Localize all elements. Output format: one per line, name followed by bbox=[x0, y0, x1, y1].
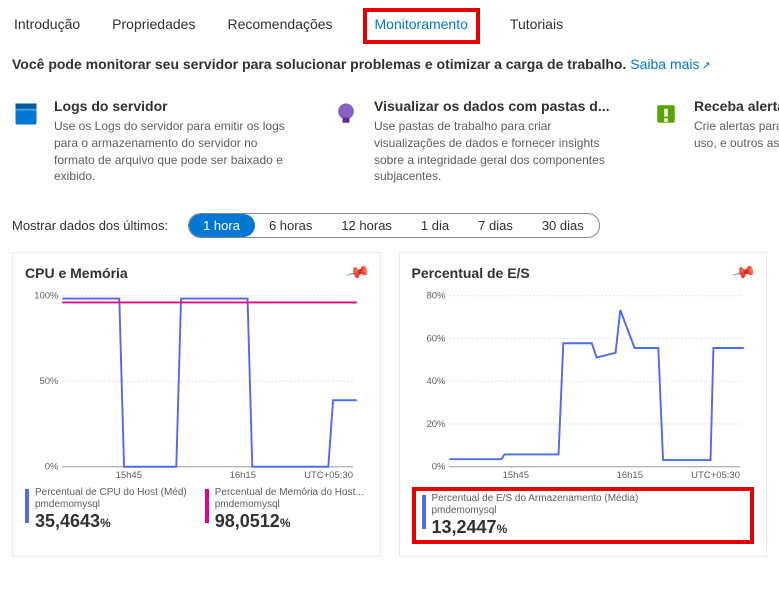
legend-series-value: 35,4643% bbox=[35, 511, 187, 532]
tab-propriedades[interactable]: Propriedades bbox=[110, 10, 197, 42]
tab-recomendacoes[interactable]: Recomendações bbox=[225, 10, 334, 42]
pin-icon[interactable]: 📌 bbox=[344, 260, 371, 287]
chart-title: Percentual de E/S bbox=[412, 265, 530, 281]
legend-color-bar bbox=[422, 495, 426, 529]
info-cards-row: Logs do servidor Use os Logs do servidor… bbox=[0, 84, 779, 203]
legend-item-mem: Percentual de Memória do Host... pmdemom… bbox=[205, 487, 364, 532]
chart-plot-io: 80% 60% 40% 20% 0% 15h45 16h15 UTC+05:30 bbox=[412, 291, 755, 481]
learn-more-link[interactable]: Saiba mais↗ bbox=[630, 56, 710, 72]
card-alerts[interactable]: Receba alertas de Crie alertas para moni… bbox=[640, 88, 779, 195]
svg-text:60%: 60% bbox=[426, 334, 446, 345]
svg-text:0%: 0% bbox=[45, 462, 59, 473]
pin-icon[interactable]: 📌 bbox=[730, 260, 757, 287]
tab-bar: Introdução Propriedades Recomendações Mo… bbox=[0, 0, 779, 44]
time-option-1d[interactable]: 1 dia bbox=[407, 214, 464, 237]
time-range-selector: 1 hora 6 horas 12 horas 1 dia 7 dias 30 … bbox=[188, 213, 600, 238]
time-option-1h[interactable]: 1 hora bbox=[189, 214, 255, 237]
chart-legend-cpu: Percentual de CPU do Host (Méd) pmdemomy… bbox=[25, 487, 368, 532]
svg-text:100%: 100% bbox=[34, 291, 59, 302]
legend-series-sub: pmdemomysql bbox=[215, 499, 364, 511]
bulb-icon bbox=[330, 98, 362, 130]
chart-io: Percentual de E/S 📌 80% 60% 40% 20% 0% 15h45 1… bbox=[399, 252, 768, 557]
tab-monitoramento[interactable]: Monitoramento bbox=[363, 8, 480, 44]
tab-tutoriais[interactable]: Tutoriais bbox=[508, 10, 565, 42]
legend-series-value: 98,0512% bbox=[215, 511, 364, 532]
chart-plot-cpu: 100% 50% 0% 15h45 16h15 UTC+05:30 bbox=[25, 291, 368, 481]
svg-text:20%: 20% bbox=[426, 419, 446, 430]
card-desc: Crie alertas para monitorar a integridad… bbox=[694, 118, 779, 152]
time-option-30d[interactable]: 30 dias bbox=[528, 214, 599, 237]
legend-item-io: Percentual de E/S do Armazenamento (Médi… bbox=[422, 493, 639, 538]
chart-cpu-memory: CPU e Memória 📌 100% 50% 0% 15h45 16h15 UTC+0… bbox=[12, 252, 381, 557]
external-link-icon: ↗ bbox=[702, 60, 711, 72]
svg-text:UTC+05:30: UTC+05:30 bbox=[691, 470, 740, 481]
card-title: Logs do servidor bbox=[54, 98, 290, 114]
time-filter-label: Mostrar dados dos últimos: bbox=[12, 218, 168, 233]
svg-text:50%: 50% bbox=[39, 376, 59, 387]
svg-text:16h15: 16h15 bbox=[616, 470, 642, 481]
desc-text: Você pode monitorar seu servidor para so… bbox=[12, 56, 626, 72]
legend-series-sub: pmdemomysql bbox=[432, 505, 639, 517]
card-workbooks[interactable]: Visualizar os dados com pastas d... Use … bbox=[320, 88, 620, 195]
svg-text:UTC+05:30: UTC+05:30 bbox=[304, 470, 353, 481]
legend-item-cpu: Percentual de CPU do Host (Méd) pmdemomy… bbox=[25, 487, 187, 532]
legend-series-name: Percentual de Memória do Host... bbox=[215, 487, 364, 499]
card-title: Visualizar os dados com pastas d... bbox=[374, 98, 610, 114]
legend-series-sub: pmdemomysql bbox=[35, 499, 187, 511]
book-icon bbox=[10, 98, 42, 130]
chart-legend-io: Percentual de E/S do Armazenamento (Médi… bbox=[412, 487, 755, 544]
legend-color-bar bbox=[205, 489, 209, 523]
time-option-7d[interactable]: 7 dias bbox=[464, 214, 528, 237]
time-filter-row: Mostrar dados dos últimos: 1 hora 6 hora… bbox=[0, 203, 779, 252]
svg-text:16h15: 16h15 bbox=[230, 470, 256, 481]
card-desc: Use pastas de trabalho para criar visual… bbox=[374, 118, 610, 185]
svg-text:40%: 40% bbox=[426, 376, 446, 387]
alert-icon bbox=[650, 98, 682, 130]
svg-text:15h45: 15h45 bbox=[502, 470, 528, 481]
page-description: Você pode monitorar seu servidor para so… bbox=[0, 44, 779, 84]
card-title: Receba alertas de bbox=[694, 98, 779, 114]
chart-title: CPU e Memória bbox=[25, 265, 128, 281]
time-option-12h[interactable]: 12 horas bbox=[327, 214, 407, 237]
legend-series-name: Percentual de E/S do Armazenamento (Médi… bbox=[432, 493, 639, 505]
svg-text:80%: 80% bbox=[426, 291, 446, 302]
svg-text:15h45: 15h45 bbox=[116, 470, 142, 481]
svg-text:0%: 0% bbox=[431, 462, 445, 473]
card-desc: Use os Logs do servidor para emitir os l… bbox=[54, 118, 290, 185]
legend-series-value: 13,2447% bbox=[432, 517, 639, 538]
tab-introducao[interactable]: Introdução bbox=[12, 10, 82, 42]
card-logs[interactable]: Logs do servidor Use os Logs do servidor… bbox=[0, 88, 300, 195]
charts-row: CPU e Memória 📌 100% 50% 0% 15h45 16h15 UTC+0… bbox=[0, 252, 779, 557]
time-option-6h[interactable]: 6 horas bbox=[255, 214, 327, 237]
legend-color-bar bbox=[25, 489, 29, 523]
legend-series-name: Percentual de CPU do Host (Méd) bbox=[35, 487, 187, 499]
